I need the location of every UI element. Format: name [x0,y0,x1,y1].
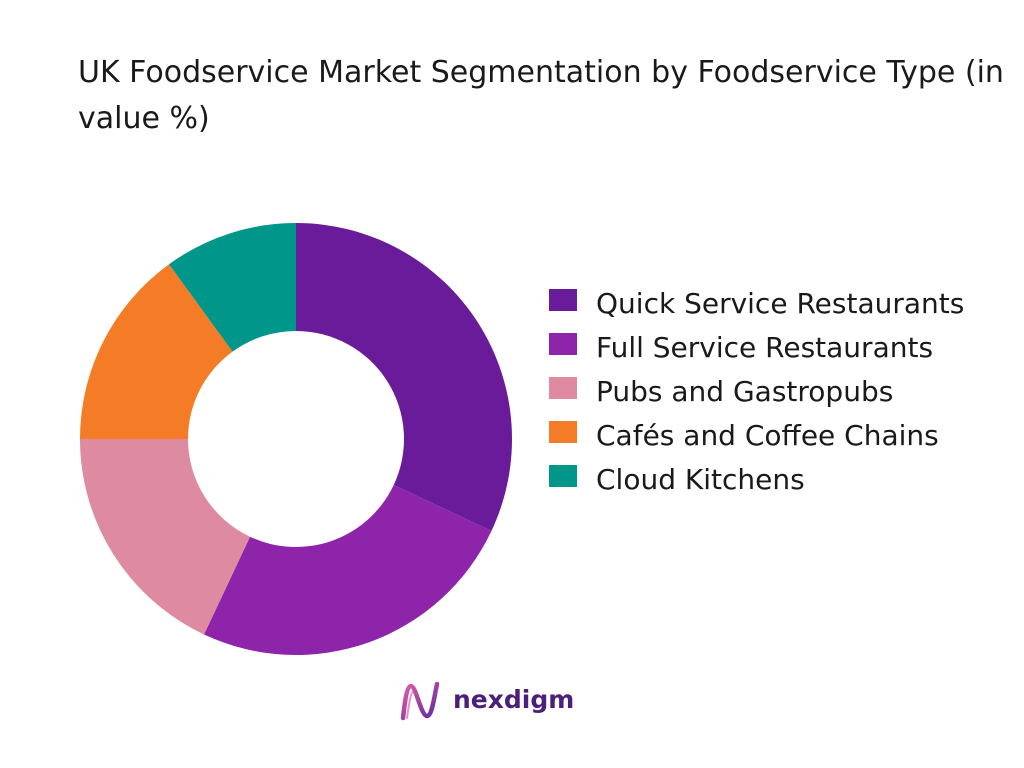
logo-text: nexdigm [453,685,575,714]
donut-slice-full-service-restaurants [204,484,492,656]
legend-label: Cafés and Coffee Chains [596,419,939,452]
legend-label: Pubs and Gastropubs [596,375,894,408]
nexdigm-logo: nexdigm [399,680,639,724]
legend-swatch [549,333,577,355]
legend-swatch [549,465,577,487]
legend-label: Cloud Kitchens [596,463,805,496]
legend-swatch [549,289,577,311]
donut-slice-cloud-kitchens [169,223,296,352]
legend-item-cloud-kitchens: Cloud Kitchens [549,458,1009,502]
legend-swatch [549,377,577,399]
legend-label: Quick Service Restaurants [596,287,965,320]
donut-slice-caf-s-and-coffee-chains [80,264,233,439]
legend-item-cafes-and-coffee-chains: Cafés and Coffee Chains [549,414,1009,458]
chart-title: UK Foodservice Market Segmentation by Fo… [78,55,1004,136]
donut-slice-quick-service-restaurants [296,223,512,531]
legend-item-full-service-restaurants: Full Service Restaurants [549,326,1009,370]
legend-item-pubs-and-gastropubs: Pubs and Gastropubs [549,370,1009,414]
legend: Quick Service Restaurants Full Service R… [549,282,1009,502]
nexdigm-logo-icon [400,681,440,721]
donut-chart [80,223,512,656]
donut-slice-pubs-and-gastropubs [80,439,251,635]
legend-label: Full Service Restaurants [596,331,934,364]
legend-item-quick-service-restaurants: Quick Service Restaurants [549,282,1009,326]
legend-swatch [549,421,577,443]
